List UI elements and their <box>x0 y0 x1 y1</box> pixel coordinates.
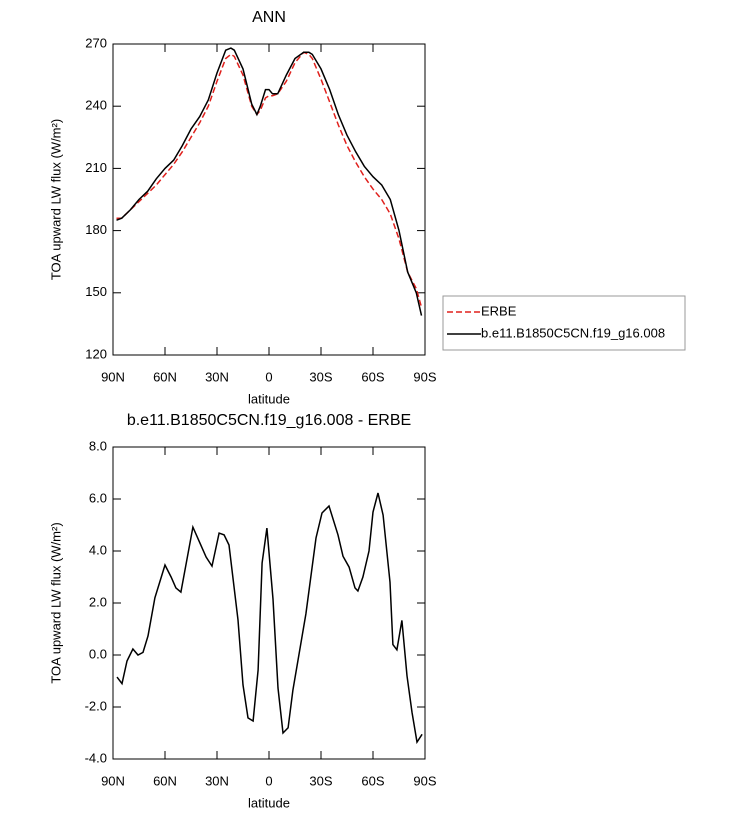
x-axis-label: latitude <box>248 391 290 406</box>
y-tick-label: 210 <box>85 160 107 175</box>
legend-label: ERBE <box>481 303 517 318</box>
y-tick-label: 8.0 <box>89 438 107 453</box>
y-axis-label: TOA upward LW flux (W/m²) <box>48 522 63 683</box>
x-tick-label: 60N <box>153 369 177 384</box>
chart-title: ANN <box>252 9 286 26</box>
x-tick-label: 0 <box>265 773 272 788</box>
x-tick-label: 30S <box>309 773 332 788</box>
chart-title: b.e11.B1850C5CN.f19_g16.008 - ERBE <box>127 412 411 429</box>
y-tick-label: 2.0 <box>89 594 107 609</box>
y-tick-label: 120 <box>85 346 107 361</box>
y-axis-label: TOA upward LW flux (W/m²) <box>48 119 63 280</box>
y-tick-label: 6.0 <box>89 490 107 505</box>
y-tick-label: 240 <box>85 98 107 113</box>
x-tick-label: 60N <box>153 773 177 788</box>
x-tick-label: 90N <box>101 369 125 384</box>
x-tick-label: 30S <box>309 369 332 384</box>
x-tick-label: 30N <box>205 369 229 384</box>
y-tick-label: 270 <box>85 35 107 50</box>
x-tick-label: 90N <box>101 773 125 788</box>
data-line <box>116 492 423 745</box>
legend-box <box>442 295 686 351</box>
x-tick-label: 0 <box>265 369 272 384</box>
y-tick-label: 180 <box>85 222 107 237</box>
x-tick-label: 90S <box>413 369 436 384</box>
x-tick-label: 90S <box>413 773 436 788</box>
x-tick-label: 60S <box>361 369 384 384</box>
data-line <box>116 47 423 316</box>
y-tick-label: 150 <box>85 284 107 299</box>
y-tick-label: -4.0 <box>85 750 107 765</box>
x-tick-label: 30N <box>205 773 229 788</box>
y-tick-label: 4.0 <box>89 542 107 557</box>
y-tick-label: -2.0 <box>85 698 107 713</box>
data-line <box>116 51 423 308</box>
y-tick-label: 0.0 <box>89 646 107 661</box>
x-axis-label: latitude <box>248 795 290 810</box>
legend-label: b.e11.B1850C5CN.f19_g16.008 <box>481 325 665 340</box>
x-tick-label: 60S <box>361 773 384 788</box>
